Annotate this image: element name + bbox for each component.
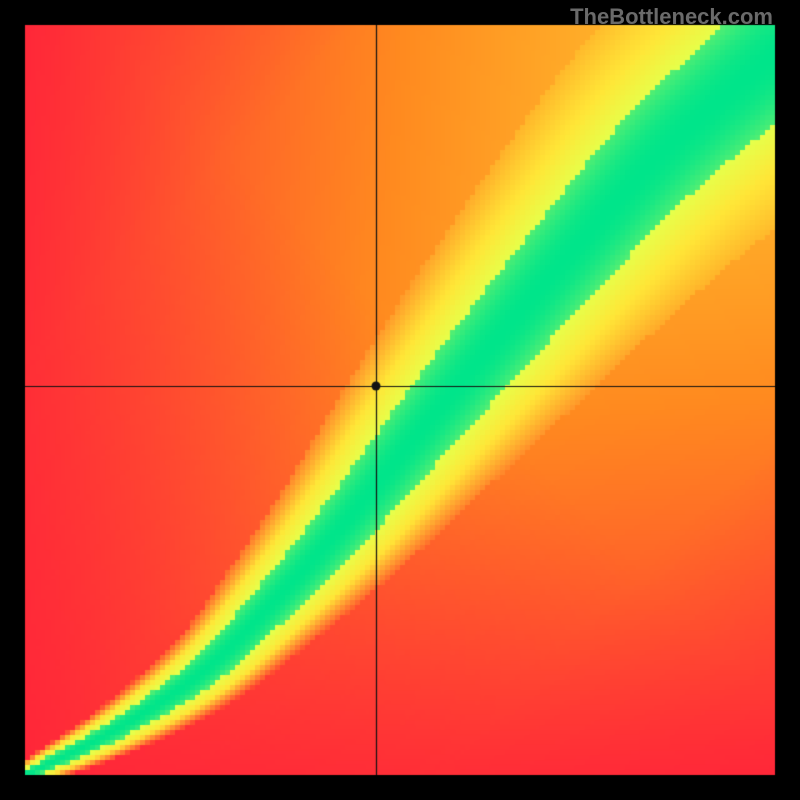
heatmap-canvas: [0, 0, 800, 800]
watermark-label: TheBottleneck.com: [570, 4, 773, 30]
